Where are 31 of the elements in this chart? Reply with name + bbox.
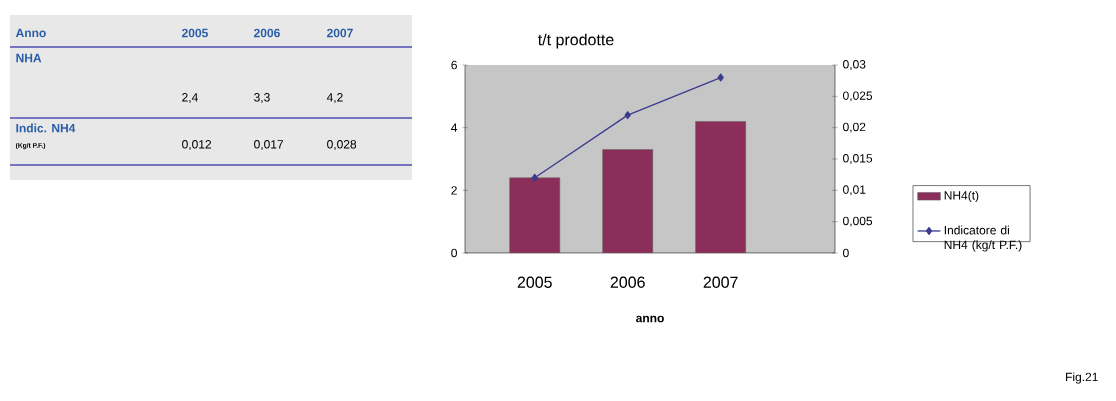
text: 0,012 [182,140,212,150]
x-axis-title: anno [636,315,664,323]
category-label: 2007 [327,28,353,38]
legend-label: Indicatore di NH4 (kg/t P.F.) [944,225,1022,252]
legend-label: NH4(t) [944,190,979,203]
y2-tick-label: 0,025 [843,91,873,102]
caption: Fig.21 [1066,372,1098,384]
text: 2,4 [182,93,198,103]
y-tick-label: 4 [451,123,458,132]
text: 3,3 [254,93,270,103]
category-label: 2005 [182,28,208,38]
y-tick-label: 6 [451,60,457,70]
chart-title: t/t prodotte [538,33,614,49]
y2-tick-label: 0 [843,248,849,258]
x-tick-label: 2006 [610,276,645,288]
x-tick-label: 2007 [703,276,738,288]
y-tick-label: 0 [451,248,457,258]
text: Anno [15,28,46,38]
y2-tick-label: 0,015 [843,154,873,164]
category-label: 2006 [254,28,280,38]
y2-tick-label: 0,03 [843,60,866,70]
y2-tick-label: 0,005 [843,216,873,227]
x-tick-label: 2005 [517,276,552,288]
text: 0,028 [327,140,357,150]
y-tick-label: 2 [451,186,457,195]
text: NHA [16,53,42,63]
text: 4,2 [326,93,343,103]
text: 0,017 [254,140,284,150]
y2-tick-label: 0,02 [843,122,866,133]
text: Indic. NH4 [16,123,76,133]
y2-tick-label: 0,01 [843,185,866,196]
